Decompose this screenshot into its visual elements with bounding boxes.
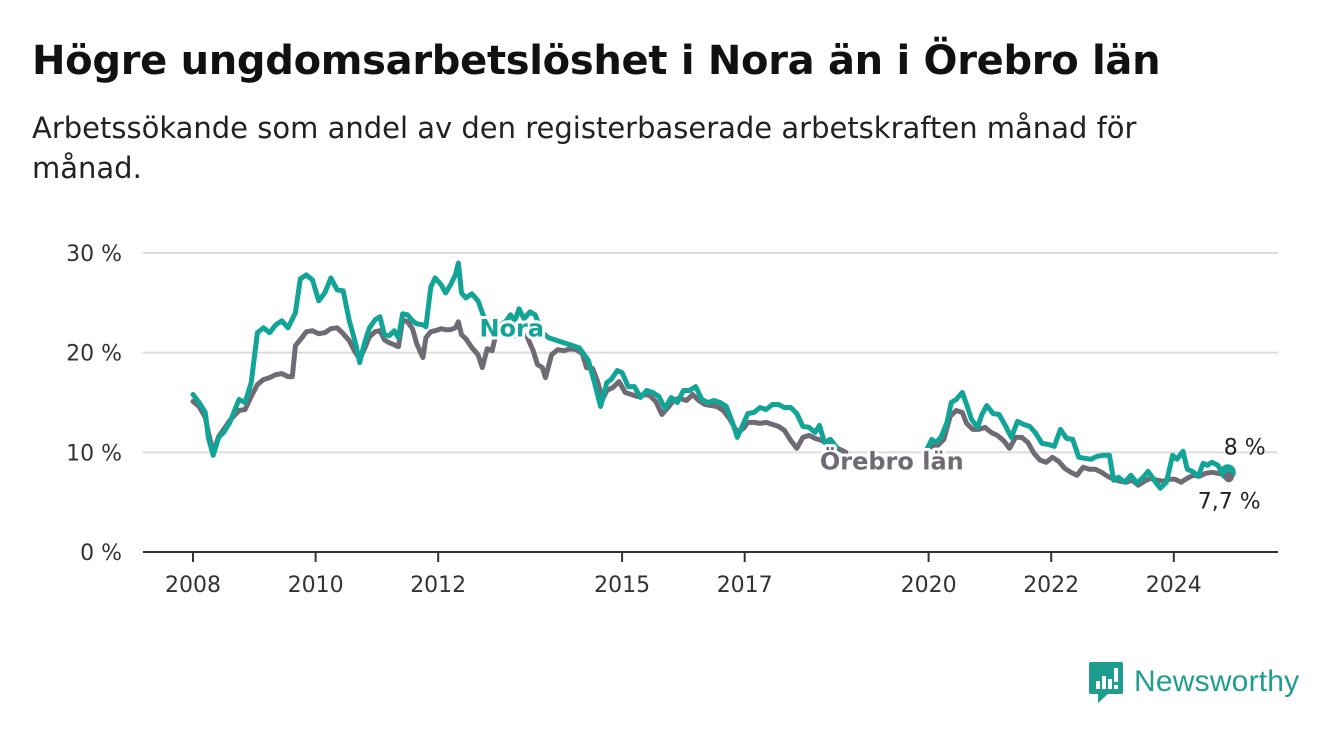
series-label-nora: Nora xyxy=(479,315,544,343)
x-tick-label: 2022 xyxy=(1023,573,1079,598)
end-label-orebro-lan: 7,7 % xyxy=(1198,489,1261,514)
x-tick-label: 2010 xyxy=(288,573,344,598)
page-subtitle: Arbetssökande som andel av den registerb… xyxy=(32,111,1137,185)
newsworthy-logo-icon xyxy=(1089,662,1123,703)
newsworthy-logo: Newsworthy xyxy=(1088,660,1299,704)
y-tick-label: 0 % xyxy=(80,541,122,566)
x-tick-label: 2008 xyxy=(165,573,221,598)
series-labels: Nora Örebro län xyxy=(476,312,966,479)
x-tick-label: 2020 xyxy=(901,573,957,598)
x-tick-label: 2015 xyxy=(594,573,650,598)
end-label-nora: 8 % xyxy=(1224,435,1266,460)
y-tick-label: 20 % xyxy=(66,342,122,367)
y-axis-ticks: 0 % 10 % 20 % 30 % xyxy=(66,242,122,566)
y-tick-label: 10 % xyxy=(66,441,122,466)
x-tick-label: 2017 xyxy=(717,573,773,598)
page-title: Högre ungdomsarbetslöshet i Nora än i Ör… xyxy=(32,38,1161,84)
series-line-nora xyxy=(190,260,840,458)
end-dot-orebro-lan xyxy=(1223,472,1234,483)
grid-layer xyxy=(143,252,1278,553)
series-label-orebro-lan: Örebro län xyxy=(820,445,964,475)
end-markers: 8 % 7,7 % xyxy=(1198,435,1266,514)
x-tick-label: 2012 xyxy=(410,573,466,598)
brand-name: Newsworthy xyxy=(1134,665,1300,698)
series-line-orebro-lan xyxy=(190,317,849,455)
x-axis-ticks: 2008 2010 2012 2015 2017 2020 2022 2024 xyxy=(165,552,1202,598)
x-tick-label: 2024 xyxy=(1146,573,1202,598)
y-tick-label: 30 % xyxy=(66,242,122,267)
series-line-nora xyxy=(923,390,1231,491)
series-layer xyxy=(190,260,1231,491)
series-line-orebro-lan xyxy=(923,408,1231,488)
